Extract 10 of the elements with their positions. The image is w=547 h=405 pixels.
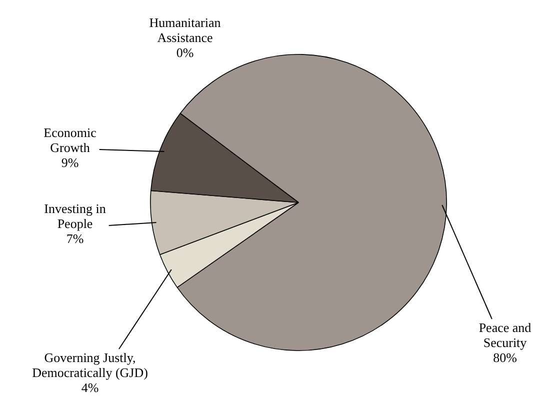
- data-label: 4%: [81, 380, 99, 395]
- slice-label: Peace and Security: [478, 320, 532, 350]
- slice-label: Governing Justly, Democratically (GJD): [32, 350, 148, 380]
- data-label: 9%: [61, 154, 79, 170]
- slice-label: Economic Growth: [44, 124, 97, 155]
- slice-label: Investing in People: [44, 200, 106, 231]
- data-label: 80%: [493, 350, 518, 365]
- text: 0%: [176, 44, 194, 60]
- data-label: 7%: [66, 230, 84, 246]
- category-label: Humanitarian Assistance: [149, 14, 221, 45]
